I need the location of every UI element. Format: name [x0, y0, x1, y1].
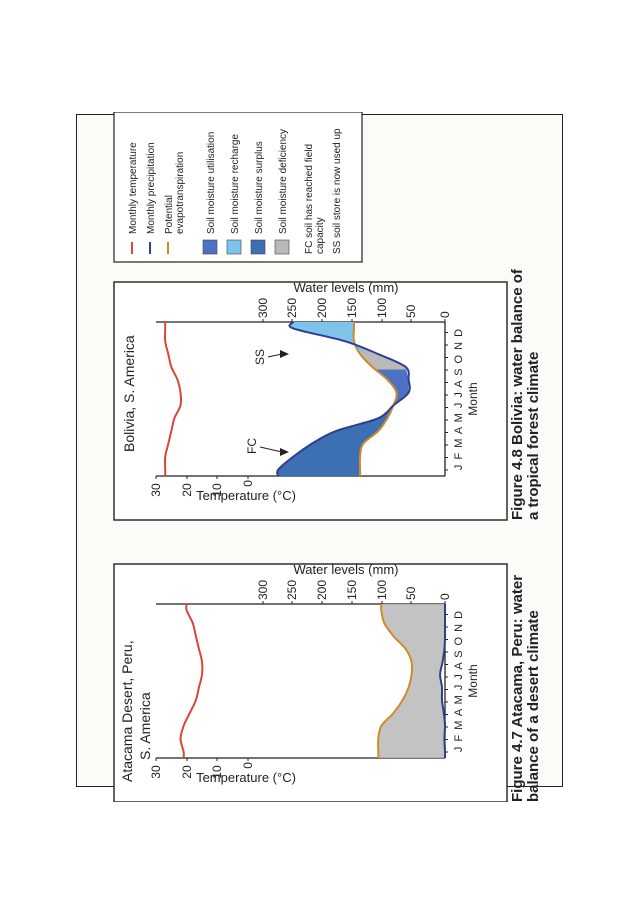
fig48-water-axis-title: Water levels (mm) — [294, 280, 399, 295]
fig48-water-tick: 300 — [256, 298, 270, 318]
figure-4-7: Figure 4.7 Atacama, Peru: water balance … — [113, 562, 542, 802]
legend-label-util: Soil moisture utilisation — [206, 132, 217, 234]
fig47-water-ticks: 300 250 200 150 100 50 0 — [256, 577, 452, 600]
fig47-temp-axis-title: Temperature (°C) — [196, 770, 296, 785]
legend-box — [113, 112, 363, 263]
legend-item-util: Soil moisture utilisation — [202, 132, 218, 255]
legend-swatch-recharge — [226, 239, 242, 255]
fig48-water-tick: 50 — [404, 304, 418, 318]
fig47-pet-line — [377, 603, 414, 758]
fc-annotation: FC — [245, 438, 259, 454]
fig47-temp-tick: 10 — [210, 765, 224, 779]
legend-label-temp: Monthly temperature — [128, 142, 139, 234]
fc-pointer — [259, 446, 283, 453]
legend-label-recharge: Soil moisture recharge — [230, 134, 241, 234]
legend-item-precip: Monthly precipitation — [146, 142, 157, 254]
legend-label-surplus: Soil moisture surplus — [254, 141, 265, 234]
fig47-water-tick: 150 — [345, 580, 359, 600]
fig47-water-tick: 300 — [256, 580, 270, 600]
fig48-precip-line — [276, 321, 411, 477]
fig48-temp-tick: 30 — [149, 483, 163, 497]
legend-label-precip: Monthly precipitation — [146, 142, 157, 234]
ss-pointer — [267, 353, 283, 358]
legend-label-pet: Potentialevapotranspiration — [164, 152, 186, 234]
fig47-water-tick: 0 — [438, 593, 452, 600]
ss-arrowhead — [280, 350, 289, 358]
fig48-water-tick: 250 — [285, 298, 299, 318]
fig48-water-tick: 100 — [375, 298, 389, 318]
fig47-temp-tick: 30 — [149, 765, 163, 779]
figure-scan: Figure 4.7 Atacama, Peru: water balance … — [113, 112, 542, 802]
legend-item-deficiency: Soil moisture deficiency — [274, 129, 290, 255]
legend-swatch-deficiency — [274, 239, 290, 255]
fig47-month-label: Month — [466, 664, 480, 697]
legend-swatch-surplus — [250, 239, 266, 255]
fig48-water-ticks: 300 250 200 150 100 50 0 — [256, 295, 452, 318]
legend-item-temp: Monthly temperature — [128, 142, 139, 254]
fig47-precip-line — [439, 604, 447, 759]
fig48-temp-line — [163, 322, 183, 476]
fig48-water-tick: 200 — [315, 298, 329, 318]
fig48-pet-line — [352, 322, 398, 476]
fig48-temp-ticks: 30 20 10 0 — [149, 480, 255, 497]
fig48-water-tick: 150 — [345, 298, 359, 318]
legend: Monthly temperature Monthly precipitation… — [113, 112, 363, 263]
fig47-temp-tick: 0 — [241, 762, 255, 769]
fig48-deficiency-area — [278, 350, 409, 370]
fc-arrowhead — [280, 448, 289, 456]
fig47-title: Atacama Desert, Peru, S. America — [119, 636, 153, 782]
fig47-water-axis-title: Water levels (mm) — [294, 562, 399, 577]
fig47-plot-area — [179, 603, 447, 759]
fig48-plot-area — [163, 321, 411, 477]
legend-item-recharge: Soil moisture recharge — [226, 134, 242, 255]
fig48-temp-tick: 0 — [241, 480, 255, 487]
legend-item-fc: FC soil has reached fieldcapacity — [304, 144, 326, 254]
legend-item-ss: SS soil store is now used up — [332, 128, 343, 254]
legend-item-pet: Potentialevapotranspiration — [164, 152, 186, 254]
legend-label-deficiency: Soil moisture deficiency — [278, 129, 289, 234]
fig47-temp-line — [179, 603, 204, 759]
fig48-temp-tick: 20 — [180, 483, 194, 497]
fig47-temp-tick: 20 — [180, 765, 194, 779]
legend-swatch-util — [202, 239, 218, 255]
fig47-month-letters: J F M A M J J A S O N D — [453, 610, 465, 752]
fig47-deficiency-area — [378, 604, 445, 758]
fig48-caption: Figure 4.8 Bolivia: water balance of a t… — [509, 265, 542, 520]
fig47-water-tick: 50 — [404, 586, 418, 600]
fig47-caption: Figure 4.7 Atacama, Peru: water balance … — [509, 571, 542, 802]
ss-annotation: SS — [253, 349, 267, 365]
fig48-panel — [113, 281, 508, 521]
fig48-month-letters: J F M A M J J A S O N D — [453, 328, 465, 470]
legend-label-fc: FC soil has reached fieldcapacity — [304, 144, 326, 254]
fig48-title: Bolivia, S. America — [121, 335, 137, 452]
fig47-water-tick: 100 — [375, 580, 389, 600]
legend-item-surplus: Soil moisture surplus — [250, 141, 266, 255]
fig48-month-label: Month — [466, 382, 480, 415]
fig48-temp-axis-title: Temperature (°C) — [196, 488, 296, 503]
fig48-water-tick: 0 — [438, 311, 452, 318]
legend-label-ss: SS soil store is now used up — [332, 128, 343, 254]
fig48-temp-tick: 10 — [210, 483, 224, 497]
fig47-water-tick: 200 — [315, 580, 329, 600]
fig47-water-tick: 250 — [285, 580, 299, 600]
figure-4-8: Figure 4.8 Bolivia: water balance of a t… — [113, 265, 542, 521]
fig47-temp-ticks: 30 20 10 0 — [149, 762, 255, 779]
